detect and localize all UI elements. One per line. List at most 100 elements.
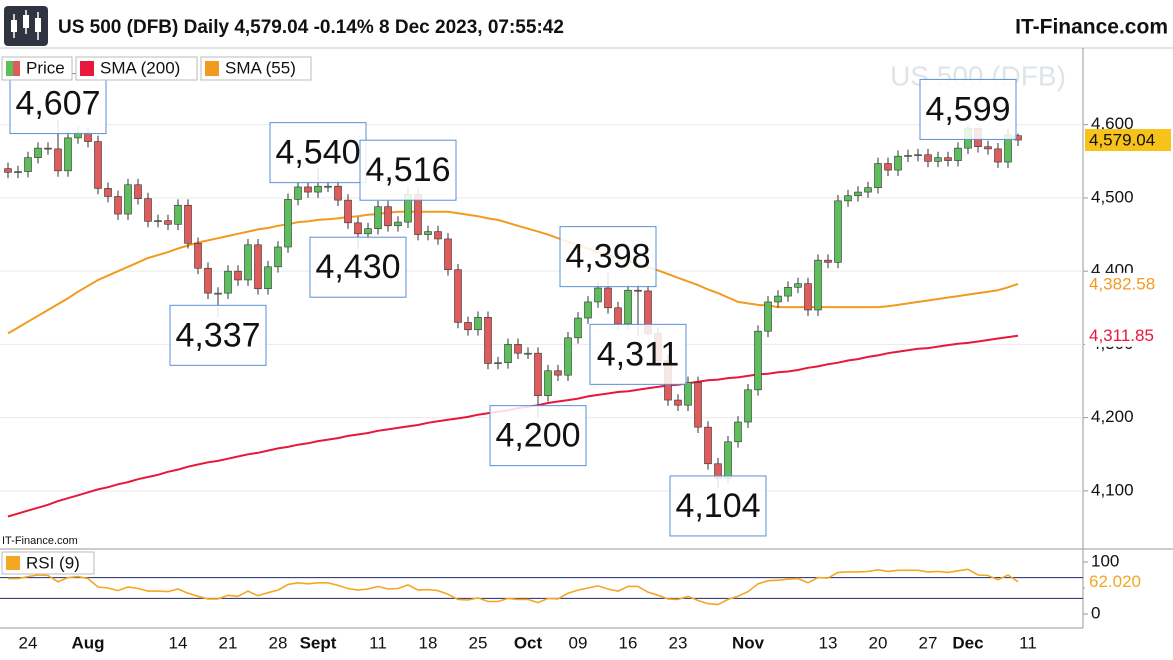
candle-body xyxy=(944,157,952,161)
last-value-box xyxy=(1085,129,1171,152)
candle-body xyxy=(124,184,132,215)
candle-body xyxy=(924,154,932,162)
candle-body xyxy=(764,301,772,332)
annotation-label: 4,540 xyxy=(275,134,360,172)
annotation-box xyxy=(9,73,107,135)
candle-body xyxy=(784,286,792,297)
annotation-label: 4,311 xyxy=(597,335,680,373)
candle-body xyxy=(324,185,332,188)
rsi-line xyxy=(8,568,1019,606)
x-tick-label: Oct xyxy=(514,633,543,652)
x-tick-label: 14 xyxy=(169,633,188,652)
candle-body xyxy=(384,206,392,227)
candle-body xyxy=(834,200,842,263)
candle-body xyxy=(24,157,32,172)
candle-body xyxy=(474,317,482,331)
candle-body xyxy=(254,244,262,290)
candle-body xyxy=(614,307,622,325)
candle-body xyxy=(134,184,142,199)
candle-body xyxy=(534,352,542,396)
last-value-box xyxy=(1085,324,1171,347)
candle-body xyxy=(694,382,702,428)
candle-body xyxy=(624,289,632,325)
x-tick-label: 09 xyxy=(569,633,588,652)
candle-body xyxy=(294,186,302,200)
candle-body xyxy=(874,163,882,188)
candle-body xyxy=(4,168,12,173)
candle-body xyxy=(544,370,552,396)
x-tick-label: 20 xyxy=(869,633,888,652)
logo-icon xyxy=(4,6,48,46)
last-value-label: 4,311.85 xyxy=(1089,326,1154,345)
rsi-tick-label: 0 xyxy=(1091,603,1100,622)
x-tick-label: 24 xyxy=(19,633,38,652)
candle-body xyxy=(284,199,292,248)
x-tick-label: 11 xyxy=(369,633,387,652)
axis-layer: 4,1004,2004,3004,4004,5004,6004,311.854,… xyxy=(19,114,1171,652)
candle-body xyxy=(504,344,512,364)
x-tick-label: 25 xyxy=(469,633,488,652)
candle-body xyxy=(424,231,432,235)
candle-body xyxy=(444,238,452,271)
candle-body xyxy=(684,382,692,406)
legend-label: SMA (55) xyxy=(225,58,296,77)
candle-body xyxy=(674,399,682,406)
candle-body xyxy=(814,259,822,311)
legend-box xyxy=(200,56,312,81)
x-tick-label: 28 xyxy=(269,633,288,652)
annotation-box xyxy=(309,236,407,298)
candle-body xyxy=(204,267,212,294)
annotation-label: 4,516 xyxy=(365,151,450,189)
annotation-label: 4,607 xyxy=(15,85,100,123)
candle-body xyxy=(554,370,562,376)
candle-body xyxy=(44,147,52,150)
legend-swatch xyxy=(6,556,20,570)
x-tick-label: 18 xyxy=(419,633,438,652)
legend-swatch xyxy=(6,61,13,76)
candle-body xyxy=(884,163,892,171)
candle-body xyxy=(174,204,182,225)
candle-body xyxy=(224,270,232,294)
candle-body xyxy=(704,426,712,465)
candle-body xyxy=(824,259,832,263)
annotation-layer: 4,607 4,540 4,516 4,430 4,337 4,398 4,311 4,200… xyxy=(9,73,1017,537)
annotation-label: 4,200 xyxy=(495,417,580,455)
annotation-box xyxy=(589,323,687,385)
x-tick-label: Dec xyxy=(952,633,983,652)
candle-body xyxy=(604,287,612,309)
candle-body xyxy=(794,283,802,288)
candle-body xyxy=(634,289,642,292)
x-tick-label: 23 xyxy=(669,633,688,652)
candle-body xyxy=(54,148,62,172)
candle-body xyxy=(314,185,322,193)
legend-swatch xyxy=(205,61,219,76)
candle-body xyxy=(484,317,492,364)
candle-body xyxy=(114,196,122,215)
source-label: IT-Finance.com xyxy=(2,535,78,547)
candle-body xyxy=(754,330,762,391)
y-tick-label: 4,100 xyxy=(1091,480,1134,499)
last-value-box xyxy=(1085,272,1171,295)
candle-body xyxy=(564,337,572,376)
candle-body xyxy=(734,421,742,443)
candle-body xyxy=(464,322,472,331)
annotation-label: 4,337 xyxy=(175,316,260,354)
candle-body xyxy=(64,137,72,172)
last-value-label: 62.020 xyxy=(1089,572,1141,591)
rsi-tick-label: 100 xyxy=(1091,551,1119,570)
annotation-box xyxy=(269,122,367,184)
annotation-box xyxy=(669,475,767,537)
x-tick-label: 16 xyxy=(619,633,638,652)
candle-body xyxy=(394,221,402,227)
brand: IT-Finance.com xyxy=(1015,16,1168,39)
candle-body xyxy=(334,185,342,201)
candle-body xyxy=(94,141,102,189)
legend-label: Price xyxy=(26,58,65,77)
candle-layer xyxy=(4,119,1022,488)
candle-body xyxy=(454,269,462,323)
x-tick-label: Aug xyxy=(71,633,104,652)
candle-body xyxy=(104,188,112,197)
y-tick-label: 4,200 xyxy=(1091,407,1134,426)
candle-body xyxy=(274,246,282,268)
